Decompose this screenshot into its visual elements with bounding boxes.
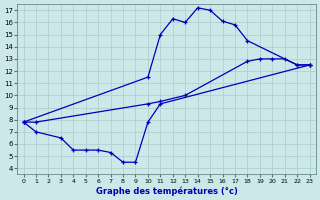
X-axis label: Graphe des températures (°c): Graphe des températures (°c) — [96, 186, 237, 196]
